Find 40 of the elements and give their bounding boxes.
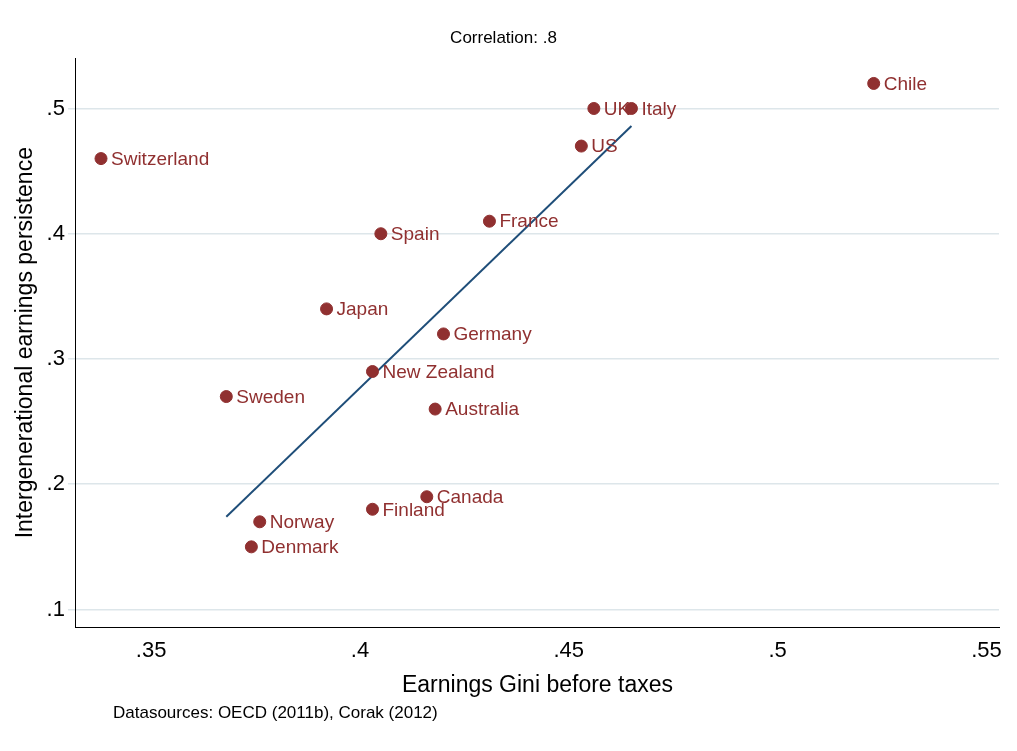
annotation: Norway	[269, 511, 335, 533]
point	[94, 152, 108, 166]
point	[244, 540, 258, 554]
annotation: Japan	[336, 298, 389, 320]
annotation: Australia	[445, 398, 520, 420]
x-tick-label: .5	[768, 637, 787, 663]
annotation: Italy	[641, 97, 677, 119]
point	[374, 227, 388, 241]
y-tick-label: .4	[46, 219, 65, 245]
x-tick-label: .4	[350, 637, 370, 663]
point	[365, 502, 379, 516]
x-tick-label: .35	[135, 637, 167, 663]
annotation: Spain	[390, 222, 440, 244]
point	[482, 214, 496, 228]
point	[867, 76, 881, 90]
annotation: Denmark	[261, 536, 339, 558]
annotation: Switzerland	[111, 147, 210, 169]
point	[574, 139, 588, 153]
point	[219, 390, 233, 404]
annotation: Sweden	[236, 385, 305, 407]
annotation: New Zealand	[382, 360, 495, 382]
annotation: Chile	[883, 72, 928, 94]
y-tick-label: .1	[46, 595, 65, 621]
annotation: Germany	[453, 323, 533, 345]
chart-title: Correlation: .8	[450, 27, 557, 47]
point	[253, 515, 267, 529]
text: Datasources: OECD (2011b), Corak (2012)	[113, 703, 439, 723]
y-tick-label: .3	[46, 345, 65, 371]
y-tick-label: .5	[46, 94, 65, 120]
point	[437, 327, 450, 341]
point	[365, 365, 379, 379]
point	[587, 102, 601, 115]
point	[420, 490, 434, 504]
x-tick-label: .45	[553, 637, 585, 663]
point	[320, 302, 334, 316]
point	[428, 402, 442, 416]
y-tick-label: .2	[46, 470, 65, 496]
y-axis-title: Intergenerational earnings persistence	[11, 147, 38, 539]
x-axis-title: Earnings Gini before taxes	[401, 670, 673, 697]
x-tick-label: .55	[971, 637, 1002, 663]
